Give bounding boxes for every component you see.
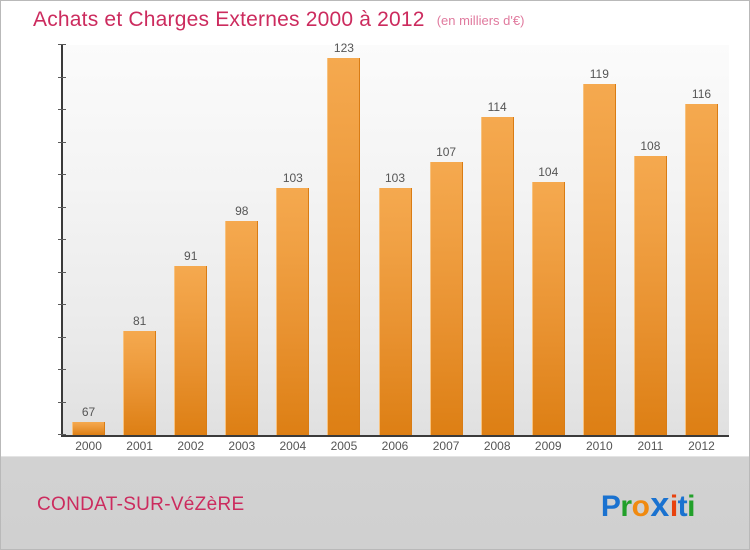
bar[interactable] bbox=[276, 188, 310, 435]
y-tick-mark bbox=[58, 304, 66, 305]
x-axis-label: 2002 bbox=[177, 439, 205, 453]
bar-slot: 114 bbox=[472, 45, 523, 435]
bar-value-label: 103 bbox=[384, 171, 406, 185]
y-tick-mark bbox=[58, 369, 66, 370]
bar[interactable] bbox=[480, 116, 514, 435]
bar-value-label: 107 bbox=[436, 145, 457, 159]
y-axis-line bbox=[61, 45, 63, 436]
bar[interactable] bbox=[174, 266, 208, 435]
x-axis-label: 2007 bbox=[432, 439, 460, 453]
bar-value-label: 81 bbox=[132, 314, 147, 328]
x-axis-labels: 2000 2001 2002 2003 2004 2005 2006 2007 2008 2009… bbox=[63, 439, 727, 455]
chart-plot: 65707580859095100105110115120125 6781919… bbox=[39, 41, 729, 455]
bar-slot: 103 bbox=[369, 45, 420, 435]
bar-slot: 98 bbox=[216, 45, 267, 435]
x-axis-label: 2005 bbox=[330, 439, 358, 453]
bar-value-label: 103 bbox=[282, 171, 303, 185]
bar-value-label: 119 bbox=[589, 67, 609, 81]
bar[interactable] bbox=[684, 103, 718, 435]
logo-letter-p: P bbox=[600, 490, 621, 523]
x-axis-label: 2009 bbox=[534, 439, 562, 453]
proxiti-logo[interactable]: P r o x i t i bbox=[601, 488, 731, 522]
bar-value-label: 123 bbox=[333, 41, 354, 55]
y-tick-mark bbox=[58, 76, 66, 78]
bar-value-label: 91 bbox=[184, 249, 198, 263]
chart-subtitle: (en milliers d'€) bbox=[436, 12, 525, 28]
y-tick-mark bbox=[58, 206, 66, 208]
bar-value-label: 67 bbox=[81, 405, 96, 419]
bar[interactable] bbox=[225, 220, 259, 435]
x-axis-label: 2001 bbox=[126, 439, 153, 453]
bar-slot: 108 bbox=[625, 45, 676, 435]
x-axis-label: 2006 bbox=[381, 439, 409, 453]
bar-slot: 116 bbox=[676, 45, 727, 435]
y-tick-mark bbox=[58, 336, 66, 338]
logo-letter-i1: i bbox=[669, 490, 678, 523]
x-axis-line bbox=[61, 435, 729, 437]
bar-value-label: 98 bbox=[235, 203, 249, 218]
bar-slot: 67 bbox=[63, 45, 114, 435]
logo-letter-r: r bbox=[620, 490, 632, 523]
bar[interactable] bbox=[72, 422, 106, 435]
bar[interactable] bbox=[531, 181, 565, 435]
y-tick-mark bbox=[58, 434, 66, 435]
bar[interactable] bbox=[123, 331, 157, 435]
x-axis-label: 2011 bbox=[637, 439, 664, 453]
chart-footer: CONDAT-SUR-VéZèRE P r o x i t i bbox=[1, 460, 749, 550]
bar[interactable] bbox=[327, 58, 361, 435]
logo-letter-t: t bbox=[677, 490, 688, 523]
x-axis-label: 2008 bbox=[483, 439, 511, 453]
logo-letter-x: x bbox=[650, 486, 669, 524]
bar-value-label: 104 bbox=[538, 164, 559, 179]
x-axis-label: 2004 bbox=[279, 439, 307, 453]
x-axis-label: 2012 bbox=[688, 439, 715, 453]
chart-title: Achats et Charges Externes 2000 à 2012 bbox=[33, 8, 425, 31]
logo-letter-o: o bbox=[631, 490, 650, 523]
bar-series: 67 81 91 98 103 123 103 107 114 104 119 108 116 bbox=[63, 41, 727, 435]
chart-header: Achats et Charges Externes 2000 à 2012 (… bbox=[1, 1, 749, 39]
bar[interactable] bbox=[582, 84, 616, 435]
bar-slot: 107 bbox=[421, 45, 472, 435]
logo-letter-i2: i bbox=[687, 490, 695, 523]
y-tick-mark bbox=[58, 239, 66, 240]
x-axis-label: 2000 bbox=[75, 439, 102, 453]
y-tick-mark bbox=[58, 141, 66, 143]
bar-value-label: 114 bbox=[487, 99, 507, 114]
commune-name: CONDAT-SUR-VéZèRE bbox=[37, 494, 245, 515]
bar[interactable] bbox=[378, 188, 412, 435]
bar-slot: 119 bbox=[574, 45, 625, 435]
x-axis-label: 2003 bbox=[228, 439, 256, 453]
bar-value-label: 116 bbox=[691, 86, 712, 101]
bar-value-label: 108 bbox=[640, 138, 661, 153]
y-tick-mark bbox=[58, 174, 66, 175]
y-tick-mark bbox=[58, 271, 66, 273]
x-axis-label: 2010 bbox=[585, 439, 613, 453]
y-tick-mark bbox=[58, 44, 66, 45]
bar[interactable] bbox=[633, 155, 667, 435]
bar-slot: 91 bbox=[165, 45, 216, 435]
bar-slot: 104 bbox=[523, 45, 574, 435]
y-tick-mark bbox=[58, 109, 66, 110]
bar-slot: 103 bbox=[267, 45, 318, 435]
bar-slot: 123 bbox=[318, 41, 369, 435]
y-tick-mark bbox=[58, 401, 66, 403]
bar-slot: 81 bbox=[114, 45, 165, 435]
bar[interactable] bbox=[429, 162, 463, 435]
